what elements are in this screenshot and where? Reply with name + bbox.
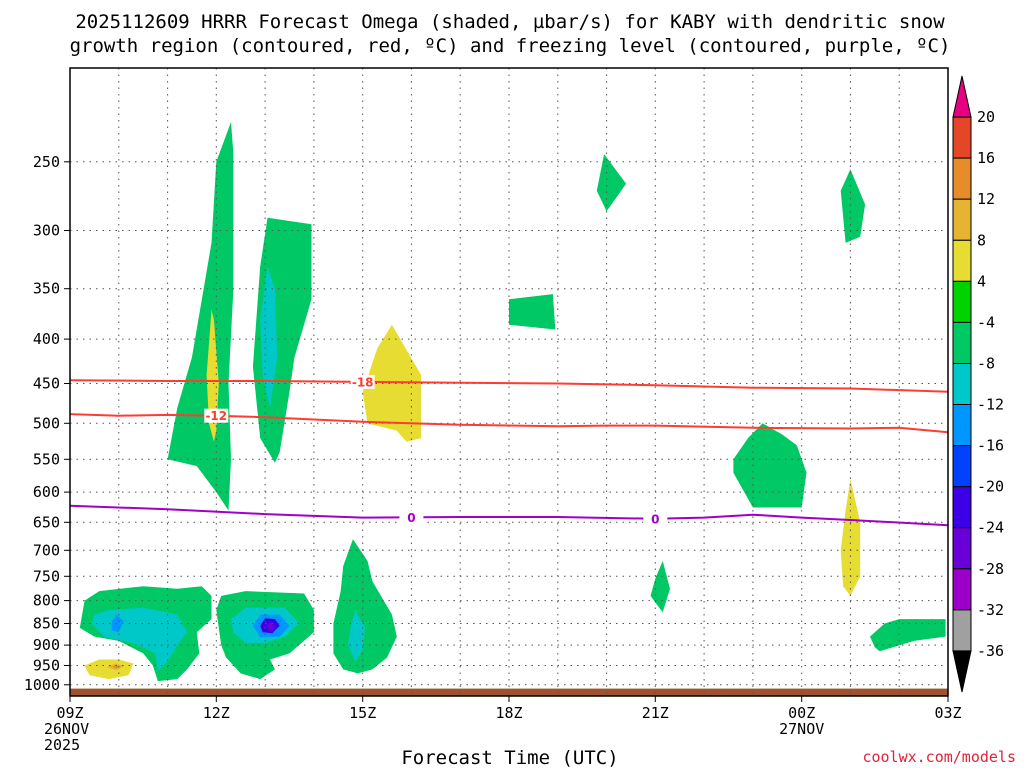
colorbar-bin--32 [952,568,972,611]
omega-region-blue-lower-left [111,614,124,633]
y-tick-label-900: 900 [33,636,60,654]
colorbar-label-8: 8 [977,231,986,249]
x-tick-label-15-1: 27NOV [779,720,824,738]
colorbar-label-4: 4 [977,272,986,290]
contour-label-dgz-minus-12-0: -12 [205,409,227,423]
omega-region-green-blob-0230z [870,619,946,652]
colorbar: 20 16 12 8 4 -4 -8 -12 -16 -20 -24 -28 -32 -36 [952,75,1004,693]
contour-freezing-level-0 [69,504,949,527]
credit-text: coolwx.com/models [862,748,1016,766]
omega-region-teal-core-13z [260,266,278,408]
x-tick-label-9-0: 18Z [495,704,522,722]
colorbar-bin-16 [952,116,972,159]
y-tick-label-850: 850 [33,615,60,633]
y-tick-label-300: 300 [33,222,60,240]
x-axis-label: Forecast Time (UTC) [401,747,618,768]
colorbar-bin--36 [952,609,972,652]
x-tick-label-6-0: 15Z [349,704,376,722]
colorbar-label-16: 16 [977,149,995,167]
chart-title-line1: 2025112609 HRRR Forecast Omega (shaded, … [75,11,945,33]
omega-region-teal-lower-15z [348,610,366,662]
y-tick-label-450: 450 [33,375,60,393]
omega-region-violet-core-13z [266,621,274,631]
omega-region-darkorange-core-left [112,664,119,669]
contour-label-bg-freezing-level-0-1 [643,511,668,526]
contour-label-dgz-minus-18-0: -18 [352,375,374,389]
y-tick-label-800: 800 [33,592,60,610]
x-tick-label-0-2: 2025 [44,736,80,754]
y-tick-label-500: 500 [33,414,60,432]
colorbar-label--32: -32 [977,601,1004,619]
omega-region-yellow-lower-left [84,659,134,680]
contour-label-bg-dgz-minus-18-0 [350,374,375,389]
y-tick-label-650: 650 [33,513,60,531]
temperature-contours: -18 -12 0 0 [69,374,949,527]
colorbar-bin--20 [952,445,972,488]
y-tick-label-550: 550 [33,450,60,468]
colorbar-bin--4 [952,280,972,323]
y-tick-label-750: 750 [33,567,60,585]
pressure-axis: 250 300 350 400 450 500 550 600 650 700 750 800 850 9… [24,153,70,694]
colorbar-bin-4 [952,239,972,282]
colorbar-label--12: -12 [977,396,1004,414]
y-tick-label-250: 250 [33,153,60,171]
contour-dgz-minus-12 [69,413,949,434]
y-tick-label-1000: 1000 [24,676,60,694]
colorbar-label--36: -36 [977,642,1004,660]
colorbar-label--4: -4 [977,313,995,331]
colorbar-cap-bottom [952,650,972,693]
colorbar-label-20: 20 [977,108,995,126]
contour-label-bg-freezing-level-0-0 [399,510,424,525]
chart-title-line2: growth region (contoured, red, ºC) and f… [70,35,951,57]
y-tick-label-700: 700 [33,541,60,559]
x-tick-label-3-0: 12Z [203,704,230,722]
colorbar-label--16: -16 [977,437,1004,455]
x-tick-label-0-0: 09Z [56,704,83,722]
colorbar-label-12: 12 [977,190,995,208]
colorbar-label--28: -28 [977,560,1004,578]
colorbar-bin--16 [952,404,972,447]
colorbar-bin--12 [952,363,972,406]
omega-region-green-blob-20z [596,154,627,212]
y-tick-label-950: 950 [33,657,60,675]
x-tick-label-18-0: 03Z [934,704,961,722]
x-tick-label-15-0: 00Z [788,704,815,722]
x-tick-label-12-0: 21Z [642,704,669,722]
omega-region-green-blob-23z [733,423,807,508]
colorbar-label--24: -24 [977,519,1004,537]
colorbar-bin--28 [952,527,972,570]
colorbar-bin-12 [952,157,972,200]
contour-label-freezing-level-0-0: 0 [407,511,415,525]
grid-lines [70,68,948,696]
x-tick-label-0-1: 26NOV [44,720,89,738]
colorbar-bin--8 [952,321,972,364]
contour-dgz-minus-18 [69,379,949,393]
y-tick-label-350: 350 [33,280,60,298]
contour-label-freezing-level-0-1: 0 [651,512,659,526]
colorbar-label--20: -20 [977,478,1004,496]
omega-region-green-blob-1930z [509,294,556,330]
y-tick-label-600: 600 [33,483,60,501]
omega-region-green-blob-0030z [840,169,866,243]
y-tick-label-400: 400 [33,330,60,348]
colorbar-bin--24 [952,486,972,529]
contour-label-bg-dgz-minus-12-0 [204,408,229,423]
omega-region-green-blob-21z [650,560,670,613]
colorbar-bin-8 [952,198,972,241]
omega-region-yellow-blob-16z [362,324,422,442]
omega-region-yellow-column-0130z [840,479,861,596]
colorbar-label--8: -8 [977,355,995,373]
